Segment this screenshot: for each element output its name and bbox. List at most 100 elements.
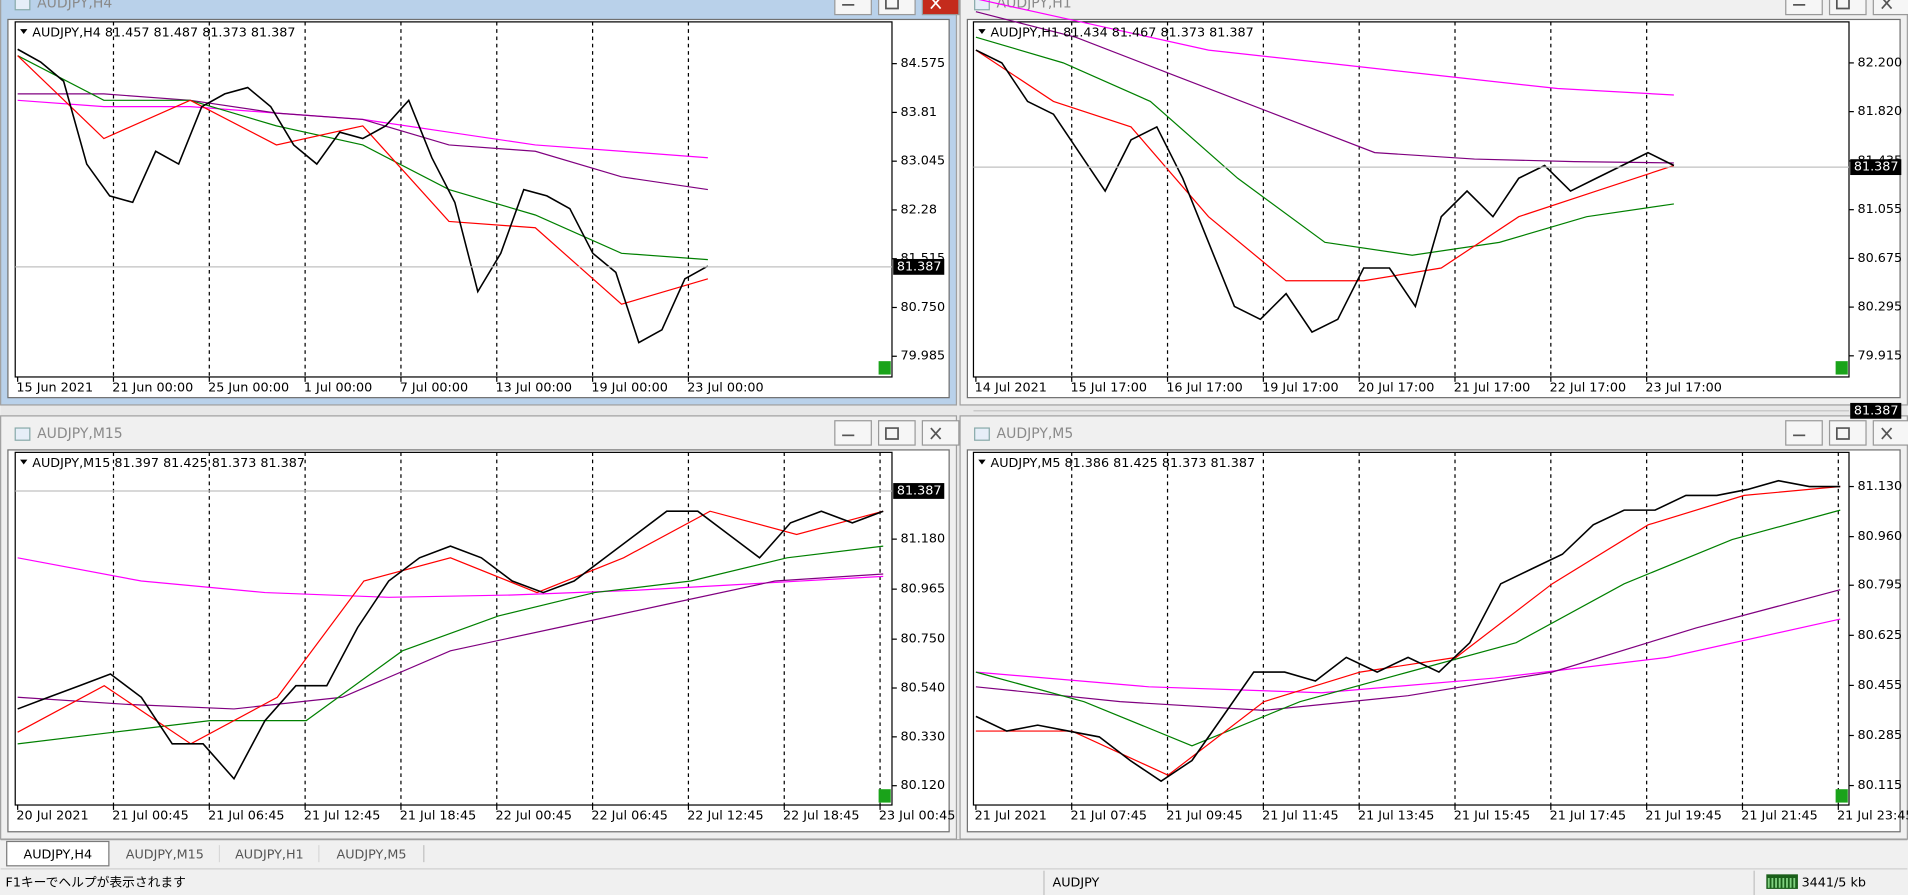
moving-average xyxy=(17,55,709,305)
button-face xyxy=(877,420,916,446)
moving-average xyxy=(17,545,884,745)
plot-border xyxy=(14,21,893,378)
chart-tab[interactable]: AUDJPY,H4 xyxy=(6,840,110,867)
x-tick-label: 21 Jul 19:45 xyxy=(1645,808,1721,823)
button-glyph xyxy=(930,0,942,10)
moving-average xyxy=(975,49,1675,282)
moving-average xyxy=(17,510,884,745)
tab-label: AUDJPY,H4 xyxy=(23,847,92,862)
button-face xyxy=(1785,0,1823,16)
y-tick-label: 81.130 xyxy=(1858,479,1903,494)
bid-label: 81.387 xyxy=(897,483,942,498)
info-line: AUDJPY,M15 81.397 81.425 81.373 81.387 xyxy=(32,456,305,471)
button-glyph xyxy=(1881,427,1893,440)
moving-average xyxy=(975,618,1841,694)
maximize-button[interactable] xyxy=(877,0,916,16)
y-tick-label: 80.120 xyxy=(900,778,945,793)
chart-area xyxy=(7,449,950,833)
y-tick-label: 80.625 xyxy=(1858,628,1903,643)
minimize-button[interactable] xyxy=(834,420,872,446)
minimize-button[interactable] xyxy=(1785,0,1823,16)
x-tick-label: 23 Jul 00:00 xyxy=(687,380,763,395)
window-title: AUDJPY,M5 xyxy=(997,426,1074,442)
maximize-button[interactable] xyxy=(1828,0,1867,16)
title-icon xyxy=(974,427,990,441)
chart-tab[interactable]: AUDJPY,H1 xyxy=(219,843,320,865)
x-tick-label: 22 Jul 06:45 xyxy=(591,808,667,823)
x-tick-label: 14 Jul 2021 xyxy=(975,380,1047,395)
button-face xyxy=(1785,420,1823,446)
y-tick-label: 81.820 xyxy=(1858,104,1903,119)
moving-average xyxy=(17,573,884,710)
chart-tab[interactable]: AUDJPY,M15 xyxy=(110,843,221,865)
x-tick-label: 21 Jul 2021 xyxy=(975,808,1047,823)
x-tick-label: 21 Jul 06:45 xyxy=(208,808,284,823)
maximize-button[interactable] xyxy=(877,420,916,446)
button-face xyxy=(877,0,916,16)
x-tick-label: 23 Jul 00:45 xyxy=(879,808,955,823)
tab-label: AUDJPY,H1 xyxy=(235,847,304,862)
button-face xyxy=(1828,0,1867,16)
chart-window[interactable]: AUDJPY,M15 20 Jul 2021 21 Jul 00:45 21 Jul … xyxy=(0,415,960,840)
minimize-button[interactable] xyxy=(1785,420,1823,446)
price-line xyxy=(975,479,1841,783)
price-line xyxy=(17,510,884,781)
button-glyph xyxy=(885,427,899,440)
x-tick-label: 21 Jul 15:45 xyxy=(1454,808,1530,823)
y-tick-label: 79.985 xyxy=(900,349,945,364)
button-glyph xyxy=(1881,0,1893,10)
y-tick-label: 80.455 xyxy=(1858,678,1903,693)
minimize-button[interactable] xyxy=(834,0,872,16)
x-tick-label: 21 Jul 13:45 xyxy=(1358,808,1434,823)
x-tick-label: 25 Jun 00:00 xyxy=(208,380,289,395)
y-tick-label: 84.575 xyxy=(900,56,945,71)
info-line: AUDJPY,H4 81.457 81.487 81.373 81.387 xyxy=(32,25,295,40)
close-button[interactable] xyxy=(921,0,960,16)
plot-border xyxy=(972,21,1850,378)
chart-area xyxy=(966,18,1901,399)
status-bar xyxy=(0,868,1908,895)
moving-average xyxy=(975,36,1674,256)
x-tick-label: 21 Jul 23:45 xyxy=(1837,808,1908,823)
window-title: AUDJPY,H1 xyxy=(997,0,1072,12)
chart-window[interactable]: AUDJPY,H4 15 Jun 2021 21 Jun 00:00 25 Jun 0… xyxy=(0,0,960,406)
bid-label-bg xyxy=(1850,159,1902,176)
moving-average xyxy=(17,557,884,598)
y-tick-label: 80.285 xyxy=(1858,728,1903,743)
button-face xyxy=(834,420,872,446)
auto-trade-badge xyxy=(878,361,891,375)
chart-window[interactable]: AUDJPY,M5 21 Jul 2021 21 Jul 07:45 21 Jul 0… xyxy=(959,402,1908,840)
button-face xyxy=(921,420,960,446)
tab-face xyxy=(219,843,320,865)
info-arrow xyxy=(978,29,986,35)
y-tick-label: 80.795 xyxy=(1858,578,1903,593)
window-title: AUDJPY,M15 xyxy=(37,426,123,442)
x-tick-label: 23 Jul 17:00 xyxy=(1645,380,1721,395)
status-traffic: 3441/5 kb xyxy=(1802,875,1866,890)
status-help: F1キーでヘルプが表示されます xyxy=(5,875,185,890)
y-tick-label: 80.295 xyxy=(1858,300,1903,315)
moving-average xyxy=(17,93,708,191)
x-tick-label: 21 Jul 12:45 xyxy=(304,808,380,823)
bid-label-bg xyxy=(893,483,945,499)
x-tick-label: 22 Jul 12:45 xyxy=(687,808,763,823)
x-tick-label: 21 Jun 00:00 xyxy=(112,380,193,395)
x-tick-label: 20 Jul 2021 xyxy=(16,808,88,823)
close-button[interactable] xyxy=(921,420,960,446)
y-tick-label: 83.81 xyxy=(900,105,937,120)
chart-tab[interactable]: AUDJPY,M5 xyxy=(319,843,425,865)
x-tick-label: 21 Jul 09:45 xyxy=(1166,808,1242,823)
x-tick-label: 21 Jul 07:45 xyxy=(1070,808,1146,823)
close-button[interactable] xyxy=(1872,0,1908,16)
chart-window[interactable]: AUDJPY,H1 14 Jul 2021 15 Jul 17:00 16 Jul 1… xyxy=(959,0,1908,406)
x-tick-label: 7 Jul 00:00 xyxy=(400,380,468,395)
close-button[interactable] xyxy=(1872,420,1908,446)
button-face xyxy=(834,0,872,16)
y-tick-label: 81.055 xyxy=(1858,202,1903,217)
maximize-button[interactable] xyxy=(1828,420,1867,446)
traffic-icon xyxy=(1766,874,1798,889)
y-tick-label: 80.675 xyxy=(1858,251,1903,266)
info-arrow xyxy=(20,459,28,465)
moving-average xyxy=(17,55,708,261)
